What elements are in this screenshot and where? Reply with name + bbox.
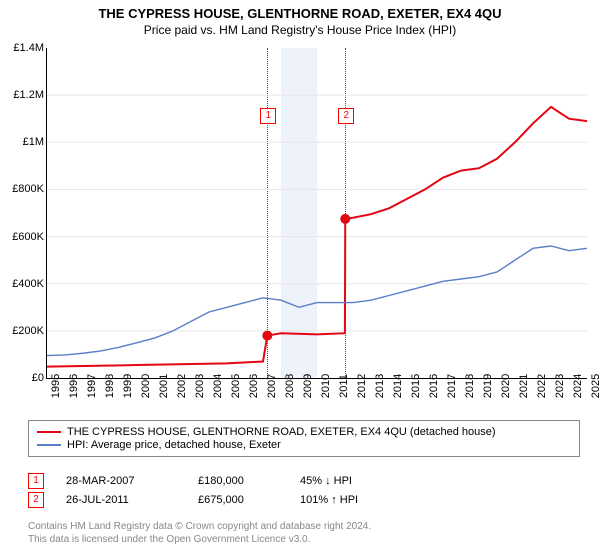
y-tick: £200K [4, 325, 44, 337]
x-tick: 2009 [302, 374, 314, 398]
x-tick: 2008 [284, 374, 296, 398]
event-marker-1: 1 [260, 108, 276, 124]
x-tick: 2018 [464, 374, 476, 398]
legend: THE CYPRESS HOUSE, GLENTHORNE ROAD, EXET… [28, 420, 580, 457]
y-tick: £1M [4, 136, 44, 148]
legend-item-2: HPI: Average price, detached house, Exet… [37, 439, 571, 451]
x-tick: 2025 [590, 374, 600, 398]
plot-area: 12 [46, 48, 587, 379]
x-tick: 2005 [230, 374, 242, 398]
x-tick: 2014 [392, 374, 404, 398]
x-tick: 1997 [86, 374, 98, 398]
events-table: 1 28-MAR-2007 £180,000 45% ↓ HPI 2 26-JU… [28, 470, 580, 511]
x-tick: 2011 [338, 374, 350, 398]
x-tick: 2003 [194, 374, 206, 398]
x-tick: 2000 [140, 374, 152, 398]
x-tick: 2007 [266, 374, 278, 398]
x-tick: 2013 [374, 374, 386, 398]
x-tick: 2015 [410, 374, 422, 398]
x-tick: 1999 [122, 374, 134, 398]
x-tick: 1998 [104, 374, 116, 398]
x-tick: 2023 [554, 374, 566, 398]
x-tick: 2021 [518, 374, 530, 398]
x-tick: 2004 [212, 374, 224, 398]
x-tick: 2016 [428, 374, 440, 398]
chart-title: THE CYPRESS HOUSE, GLENTHORNE ROAD, EXET… [0, 0, 600, 21]
chart-subtitle: Price paid vs. HM Land Registry's House … [0, 21, 600, 37]
x-tick: 2002 [176, 374, 188, 398]
x-tick: 2022 [536, 374, 548, 398]
x-tick: 2024 [572, 374, 584, 398]
x-tick: 1996 [68, 374, 80, 398]
event-row: 2 26-JUL-2011 £675,000 101% ↑ HPI [28, 492, 580, 508]
event-row: 1 28-MAR-2007 £180,000 45% ↓ HPI [28, 473, 580, 489]
x-tick: 1995 [50, 374, 62, 398]
y-tick: £1.2M [4, 89, 44, 101]
x-tick: 2012 [356, 374, 368, 398]
y-tick: £0 [4, 372, 44, 384]
x-tick: 2001 [158, 374, 170, 398]
y-tick: £600K [4, 231, 44, 243]
x-tick: 2006 [248, 374, 260, 398]
x-tick: 2019 [482, 374, 494, 398]
x-tick: 2010 [320, 374, 332, 398]
y-tick: £1.4M [4, 42, 44, 54]
event-marker-2: 2 [338, 108, 354, 124]
y-tick: £400K [4, 278, 44, 290]
footer: Contains HM Land Registry data © Crown c… [28, 520, 580, 546]
x-tick: 2020 [500, 374, 512, 398]
y-tick: £800K [4, 183, 44, 195]
x-tick: 2017 [446, 374, 458, 398]
legend-item-1: THE CYPRESS HOUSE, GLENTHORNE ROAD, EXET… [37, 426, 571, 438]
